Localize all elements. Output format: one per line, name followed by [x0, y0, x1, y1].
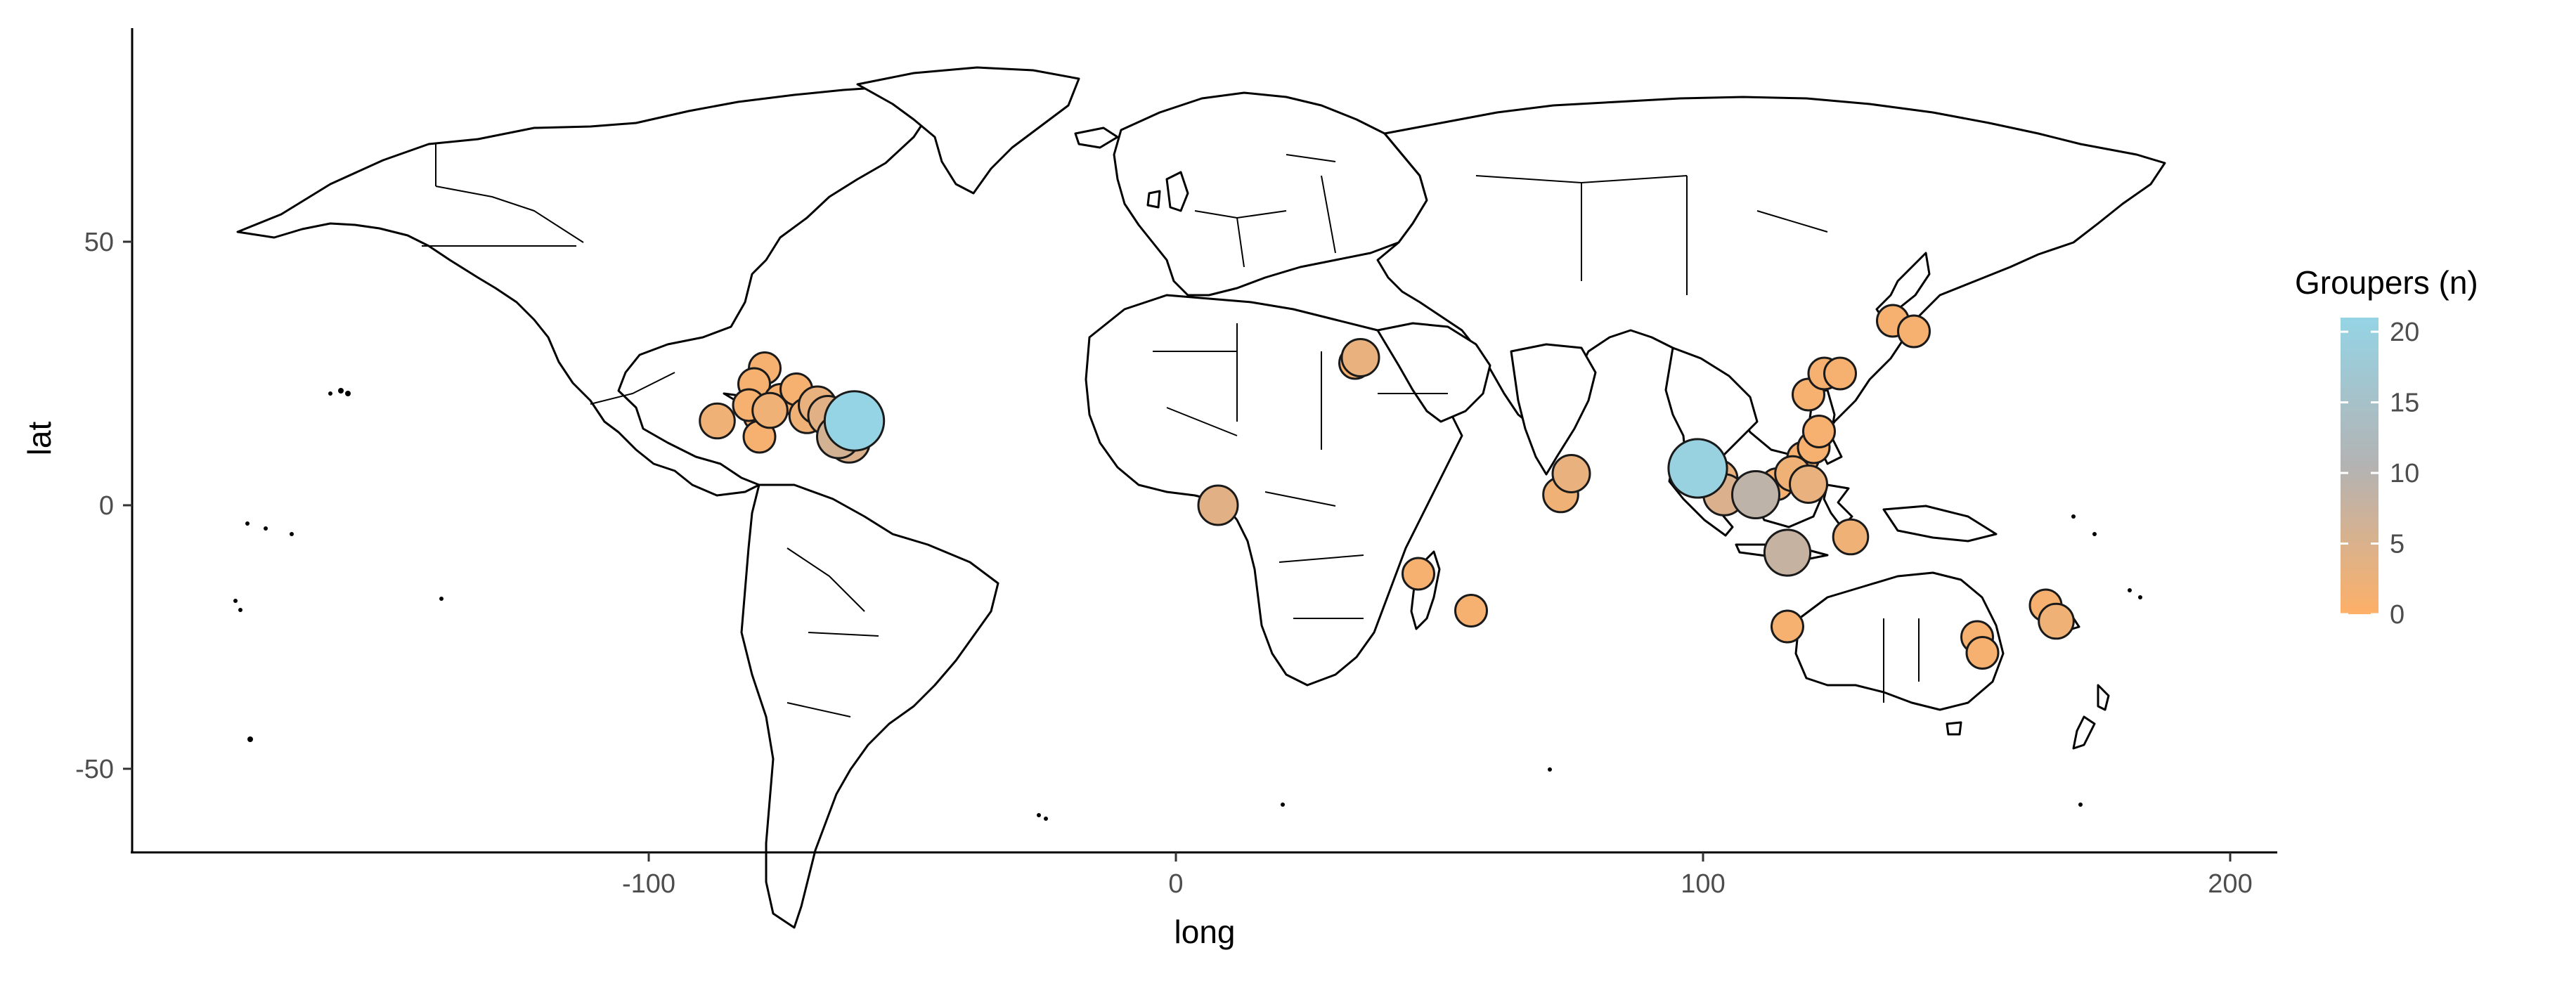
country-borders	[422, 144, 1920, 717]
australia-landmass	[1794, 571, 2005, 711]
india-landmass	[1510, 343, 1597, 476]
legend-label: 10	[2390, 459, 2419, 488]
grouper-point	[823, 390, 886, 452]
japan-landmass	[1875, 252, 1931, 321]
y-ticks: -50 0 50	[75, 228, 132, 784]
british-isles-landmass	[1146, 171, 1189, 212]
grouper-point	[1802, 415, 1836, 448]
grouper-points	[699, 304, 2075, 670]
legend-title: Groupers (n)	[2295, 264, 2478, 301]
legend-ticks: 0 5 10 15 20	[2341, 318, 2419, 630]
africa-landmass	[1085, 294, 1463, 687]
legend-label: 20	[2390, 318, 2419, 347]
new-zealand-landmass	[2072, 684, 2110, 750]
pacific-islands	[233, 388, 2142, 821]
legend-label: 15	[2390, 389, 2419, 418]
tasmania-landmass	[1946, 721, 1962, 736]
north-america-landmass	[236, 83, 936, 497]
x-tick-label: 100	[1681, 869, 1725, 899]
grouper-point	[751, 391, 789, 429]
grouper-point	[1731, 470, 1780, 519]
x-tick-label: -100	[622, 869, 675, 899]
legend-label: 5	[2390, 530, 2405, 559]
asia-landmass	[1376, 96, 2166, 458]
iceland-landmass	[1074, 126, 1119, 149]
grouper-point	[1897, 314, 1931, 349]
grouper-point	[699, 402, 736, 440]
x-axis-title: long	[1174, 914, 1236, 950]
grouper-point	[1823, 356, 1857, 391]
grouper-point	[1763, 528, 1812, 577]
legend-colorbar	[2341, 318, 2378, 614]
y-tick-label: 0	[99, 491, 114, 521]
x-ticks: -100 0 100 200	[622, 852, 2253, 899]
grouper-point	[1789, 464, 1828, 504]
grouper-point	[1965, 636, 2000, 670]
new-guinea-landmass	[1882, 505, 1998, 543]
y-axis-title: lat	[21, 421, 58, 455]
grouper-point	[1454, 594, 1488, 628]
grouper-point	[1340, 338, 1380, 377]
x-tick-label: 200	[2208, 869, 2252, 899]
world-basemap	[233, 66, 2166, 929]
legend-label: 0	[2390, 600, 2405, 630]
y-tick-label: 50	[84, 228, 114, 257]
legend: Groupers (n) 0 5 10 15 20	[2295, 264, 2478, 630]
grouper-point	[1197, 484, 1239, 526]
grouper-point	[1832, 518, 1870, 556]
y-tick-label: -50	[75, 755, 114, 784]
axes: -100 0 100 200 -50 0 50 long lat	[21, 28, 2277, 950]
grouper-point	[1551, 454, 1591, 493]
grouper-point	[1771, 609, 1804, 644]
grouper-point	[1402, 557, 1435, 591]
grouper-point	[1667, 438, 1728, 499]
grouper-point	[2038, 602, 2075, 640]
europe-landmass	[1113, 91, 1428, 297]
x-tick-label: 0	[1168, 869, 1183, 899]
panel	[233, 66, 2166, 929]
south-america-landmass	[740, 483, 999, 929]
arabian-peninsula-landmass	[1376, 322, 1491, 423]
greenland-landmass	[856, 66, 1080, 195]
